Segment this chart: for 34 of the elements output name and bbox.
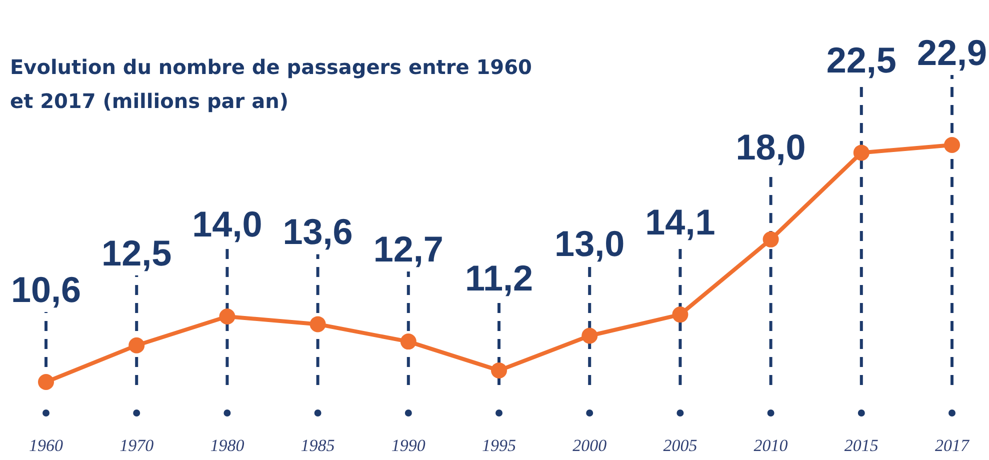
x-tick-label: 2015 [844,436,878,455]
data-label: 22,5 [826,40,896,81]
data-label: 13,6 [282,211,353,252]
point [944,137,960,153]
data-label: 22,9 [916,32,988,73]
data-label: 14,1 [645,202,716,243]
x-tick-label: 1970 [120,436,154,455]
point [310,316,326,332]
data-label: 18,0 [736,126,806,168]
point [219,308,236,324]
point [38,374,54,390]
data-label: 13,0 [554,222,625,264]
point [672,306,688,323]
point [491,362,507,378]
x-tick-label: 1990 [391,436,426,455]
data-label: 10,6 [10,269,82,310]
data-label: 12,5 [102,232,172,274]
point [853,144,870,161]
chart-title: Evolution du nombre de passagers entre 1960 et 2017 (millions par an) [10,55,532,113]
x-tick-label: 2017 [935,436,970,455]
point [582,328,598,344]
data-label: 11,2 [464,257,534,298]
x-tick-label: 2000 [572,436,608,455]
x-tick-label: 2005 [663,436,698,455]
x-tick-label: 1960 [29,436,64,455]
x-tick-label: 1980 [210,436,245,455]
point [762,231,779,248]
point [400,334,416,350]
x-tick-label: 2010 [754,436,788,455]
data-label: 14,0 [192,203,262,244]
x-tick-label: 1985 [300,436,335,455]
point [128,337,145,354]
x-tick-label: 1995 [482,436,516,455]
data-label: 12,7 [373,228,444,270]
